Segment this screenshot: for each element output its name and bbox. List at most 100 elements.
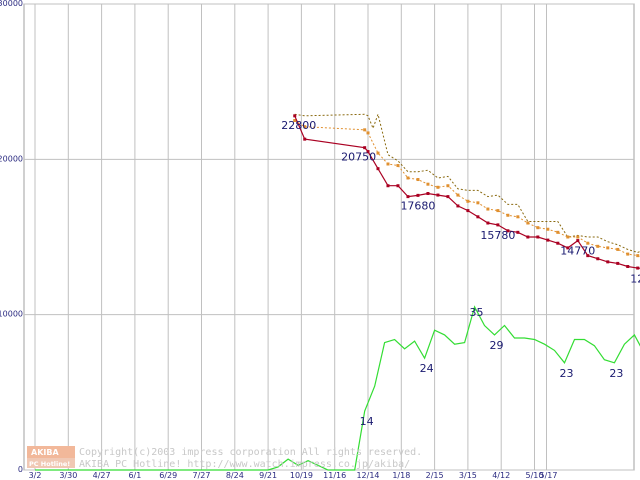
y-tick-label: 0: [18, 465, 23, 474]
avg-price-line: [294, 120, 640, 258]
min-price-point: [556, 241, 560, 245]
x-tick-label: 5/17: [540, 471, 558, 480]
min-price-point: [566, 246, 570, 250]
x-tick-label: 8/24: [226, 471, 244, 480]
avg-price-point: [636, 254, 640, 258]
x-tick-label: 2/15: [426, 471, 444, 480]
min-price-point: [416, 193, 420, 197]
min-price-point: [406, 195, 410, 199]
min-price-point: [636, 266, 640, 270]
avg-price-point: [576, 235, 580, 239]
data-labels: 2280020750176801578014770129791148014243…: [281, 119, 640, 428]
min-price-point: [516, 230, 520, 234]
avg-price-point: [556, 230, 560, 234]
shop-data-label: 23: [609, 367, 623, 380]
min-price-point: [456, 204, 460, 208]
min-price-point: [396, 184, 400, 188]
avg-price-point: [486, 207, 490, 211]
avg-price-point: [506, 213, 510, 217]
avg-price-point: [566, 235, 570, 239]
avg-price-point: [516, 215, 520, 219]
akiba-logo-top: [27, 446, 75, 458]
avg-price-point: [586, 241, 590, 245]
x-tick-label: 6/1: [128, 471, 141, 480]
min-price-point: [476, 215, 480, 219]
akiba-logo-text: AKIBA: [31, 448, 59, 457]
x-tick-label: 4/12: [492, 471, 510, 480]
avg-price-point: [446, 184, 450, 188]
avg-price-point: [386, 162, 390, 166]
shop-data-label: 35: [470, 306, 484, 319]
copyright-line: Copyright(c)2003 impress corporation All…: [79, 447, 422, 458]
y-tick-label: 10000: [0, 310, 23, 319]
avg-price-point: [396, 164, 400, 168]
grid-lines: [23, 3, 635, 471]
avg-price-point: [626, 252, 630, 256]
y-tick-label: 20000: [0, 154, 23, 163]
x-tick-label: 12/14: [356, 471, 379, 480]
min-price-point: [606, 260, 610, 264]
min-price-point: [486, 221, 490, 225]
shop-data-label: 29: [490, 339, 504, 352]
shop-count-line: [35, 305, 640, 471]
y-tick-label: 30000: [0, 0, 23, 8]
min-price-point: [293, 114, 297, 118]
akiba-logo-bottom: [27, 458, 75, 468]
min-price-point: [363, 146, 367, 150]
min-price-point: [596, 257, 600, 261]
price-data-label: 12979: [630, 272, 640, 285]
min-price-point: [546, 238, 550, 242]
min-price-point: [506, 229, 510, 233]
x-tick-label: 3/15: [459, 471, 477, 480]
avg-price-point: [416, 178, 420, 182]
avg-price-point: [363, 128, 367, 132]
avg-price-point: [293, 119, 297, 122]
x-tick-label: 5/10: [526, 471, 544, 480]
min-price-point: [466, 209, 470, 213]
min-price-point: [576, 239, 580, 243]
min-price-point: [386, 184, 390, 188]
plot-frame: [23, 3, 635, 471]
min-price-point: [586, 254, 590, 258]
x-tick-label: 6/29: [159, 471, 177, 480]
avg-price-point: [606, 246, 610, 250]
price-data-label: 15780: [480, 229, 515, 242]
avg-price-point: [366, 131, 370, 135]
shop-data-label: 23: [559, 367, 573, 380]
min-price-point: [496, 223, 500, 227]
x-tick-label: 4/27: [93, 471, 111, 480]
avg-price-point: [536, 226, 540, 230]
avg-price-point: [426, 182, 430, 186]
price-data-label: 20750: [341, 151, 376, 164]
avg-price-point: [546, 227, 550, 231]
min-price-point: [446, 195, 450, 199]
min-price-point: [426, 192, 430, 196]
avg-price-point: [456, 193, 460, 197]
axes: 0 10000 20000 30000 3/2 3/30 4/27 6/1 6/29 7/27 8/…: [0, 0, 557, 480]
min-price-point: [366, 150, 370, 154]
price-data-label: 17680: [400, 199, 435, 212]
akiba-logo-subtext: PC Hotline!: [29, 460, 70, 468]
min-price-point: [536, 235, 540, 239]
x-tick-label: 11/16: [323, 471, 346, 480]
copyright-watermark: AKIBA PC Hotline! Copyright(c)2003 impre…: [27, 446, 422, 470]
min-price-point: [626, 265, 630, 269]
min-price-point: [376, 167, 380, 171]
avg-price-point: [496, 209, 500, 213]
min-price-point: [303, 137, 307, 141]
series-group: [35, 112, 640, 471]
shop-data-label: 24: [420, 362, 434, 375]
avg-price-point: [303, 125, 307, 129]
avg-price-point: [526, 221, 530, 225]
x-tick-label: 9/21: [259, 471, 277, 480]
avg-price-point: [406, 176, 410, 180]
price-data-label: 14770: [560, 245, 595, 258]
min-price-point: [616, 261, 620, 265]
min-price-point: [436, 193, 440, 197]
avg-price-point: [476, 201, 480, 205]
x-tick-label: 7/27: [193, 471, 211, 480]
x-tick-label: 10/19: [290, 471, 313, 480]
min-price-line: [294, 115, 640, 269]
x-tick-label: 3/30: [59, 471, 77, 480]
